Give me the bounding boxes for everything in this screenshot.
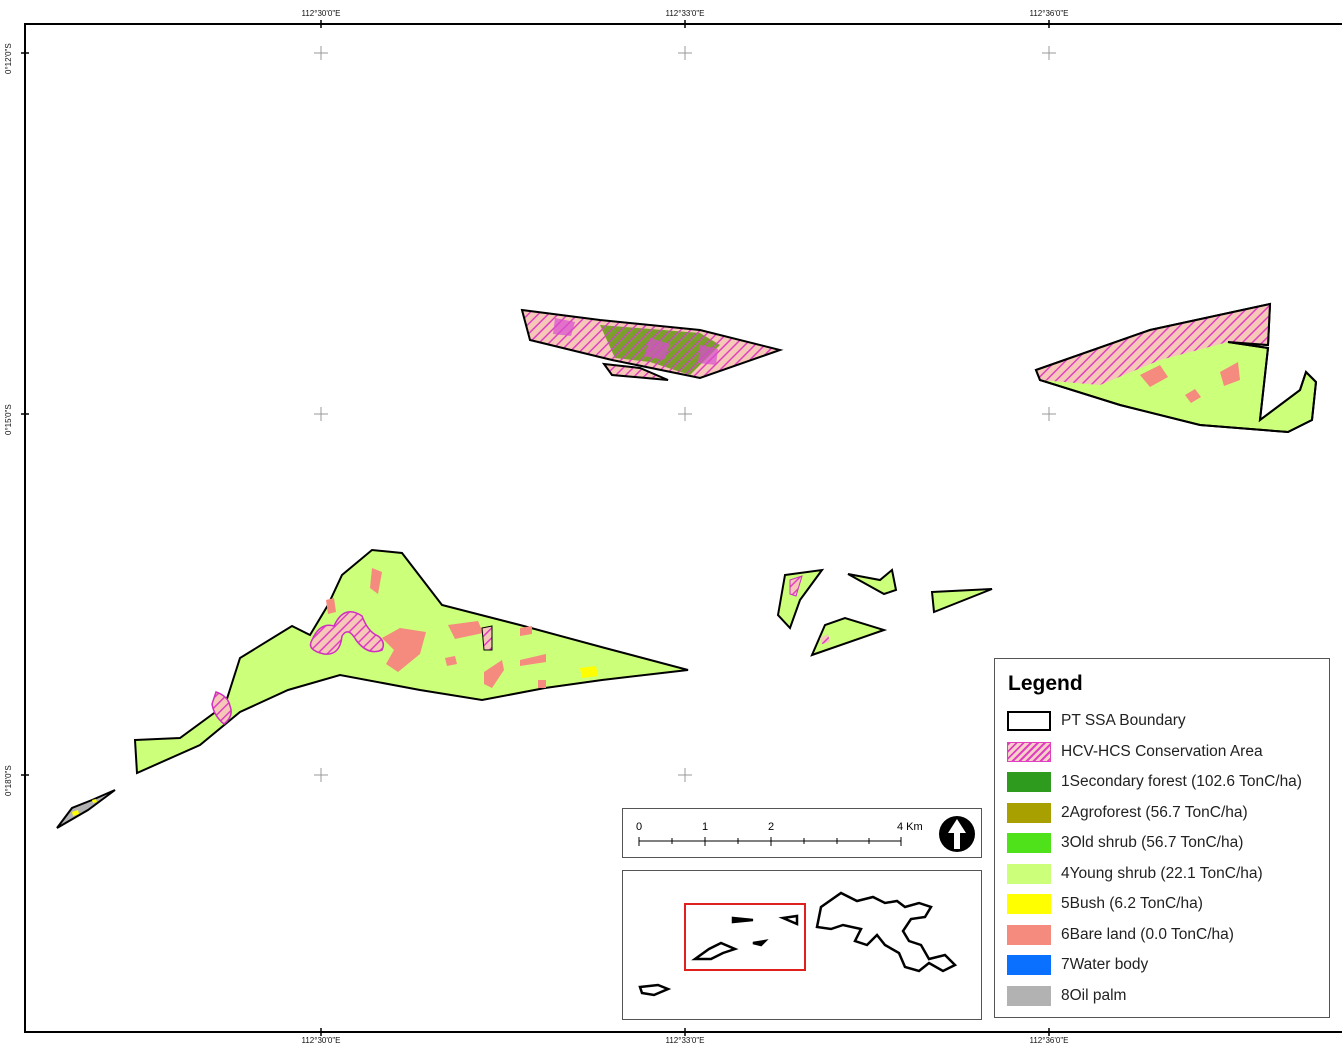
parcel-east bbox=[1034, 302, 1318, 434]
graticule-crosses bbox=[314, 46, 1056, 782]
scale-label-1: 1 bbox=[702, 821, 709, 833]
legend-item: 1Secondary forest (102.6 TonC/ha) bbox=[1007, 770, 1327, 796]
legend-label: HCV-HCS Conservation Area bbox=[1061, 742, 1263, 760]
parcel-small-cluster bbox=[776, 568, 993, 657]
map-frame bbox=[24, 23, 1342, 1033]
lon-label-bottom-2: 112°33'0"E bbox=[665, 1036, 705, 1045]
legend-panel: Legend PT SSA Boundary HCV-HCS Conservati… bbox=[994, 658, 1330, 1018]
legend-label: 8Oil palm bbox=[1061, 986, 1127, 1004]
legend-swatch bbox=[1007, 985, 1051, 1006]
legend-label: 6Bare land (0.0 TonC/ha) bbox=[1061, 925, 1234, 943]
legend-item: 3Old shrub (56.7 TonC/ha) bbox=[1007, 831, 1327, 857]
legend-swatch bbox=[1007, 955, 1051, 975]
lat-label-1: 0°12'0"S bbox=[4, 43, 13, 74]
parcel-oil-palm bbox=[56, 789, 116, 829]
legend-item: 8Oil palm bbox=[1007, 984, 1327, 1010]
parcel-southwest bbox=[133, 548, 689, 775]
legend-item: HCV-HCS Conservation Area bbox=[1007, 740, 1327, 766]
legend-item: PT SSA Boundary bbox=[1007, 709, 1327, 735]
scale-label-4km: 4 Km bbox=[897, 821, 923, 833]
legend-swatch bbox=[1007, 802, 1051, 823]
legend-title: Legend bbox=[1008, 672, 1083, 695]
legend-label: 1Secondary forest (102.6 TonC/ha) bbox=[1061, 773, 1302, 790]
lon-label-top-2: 112°33'0"E bbox=[665, 9, 705, 18]
legend-label: 2Agroforest (56.7 TonC/ha) bbox=[1061, 803, 1248, 821]
lat-label-2: 0°15'0"S bbox=[4, 404, 13, 435]
legend-label: 7Water body bbox=[1061, 956, 1149, 973]
legend-swatch bbox=[1007, 833, 1051, 853]
legend-item: 5Bush (6.2 TonC/ha) bbox=[1007, 892, 1327, 918]
legend-label: 4Young shrub (22.1 TonC/ha) bbox=[1061, 864, 1263, 882]
legend-label: 5Bush (6.2 TonC/ha) bbox=[1061, 895, 1203, 912]
legend-swatch bbox=[1007, 772, 1051, 792]
legend-swatch bbox=[1007, 711, 1051, 731]
legend-swatch bbox=[1007, 894, 1051, 914]
north-arrow-icon bbox=[939, 816, 975, 852]
scale-bar-panel: 0 1 2 4 Km bbox=[622, 808, 982, 858]
legend-item: 6Bare land (0.0 TonC/ha) bbox=[1007, 923, 1327, 949]
lon-label-bottom-3: 112°36'0"E bbox=[1029, 1036, 1069, 1045]
legend-swatch bbox=[1007, 924, 1051, 945]
inset-extent-frame bbox=[684, 903, 806, 971]
scale-label-2: 2 bbox=[768, 821, 775, 833]
inset-locator-map bbox=[622, 870, 982, 1020]
inset-parcels bbox=[638, 891, 958, 997]
legend-item: 2Agroforest (56.7 TonC/ha) bbox=[1007, 801, 1327, 827]
legend-item: 7Water body bbox=[1007, 953, 1327, 979]
legend-label: PT SSA Boundary bbox=[1061, 712, 1186, 729]
lon-label-bottom-1: 112°30'0"E bbox=[301, 1036, 341, 1045]
legend-swatch bbox=[1007, 741, 1051, 762]
legend-swatch bbox=[1007, 863, 1051, 884]
scale-bar bbox=[638, 816, 975, 852]
lon-label-top-3: 112°36'0"E bbox=[1029, 9, 1069, 18]
legend-label: 3Old shrub (56.7 TonC/ha) bbox=[1061, 834, 1244, 851]
parcel-central-north bbox=[520, 308, 784, 381]
lon-label-top-1: 112°30'0"E bbox=[301, 9, 341, 18]
lat-label-3: 0°18'0"S bbox=[4, 765, 13, 796]
legend-item: 4Young shrub (22.1 TonC/ha) bbox=[1007, 862, 1327, 888]
scale-label-0: 0 bbox=[636, 821, 643, 833]
